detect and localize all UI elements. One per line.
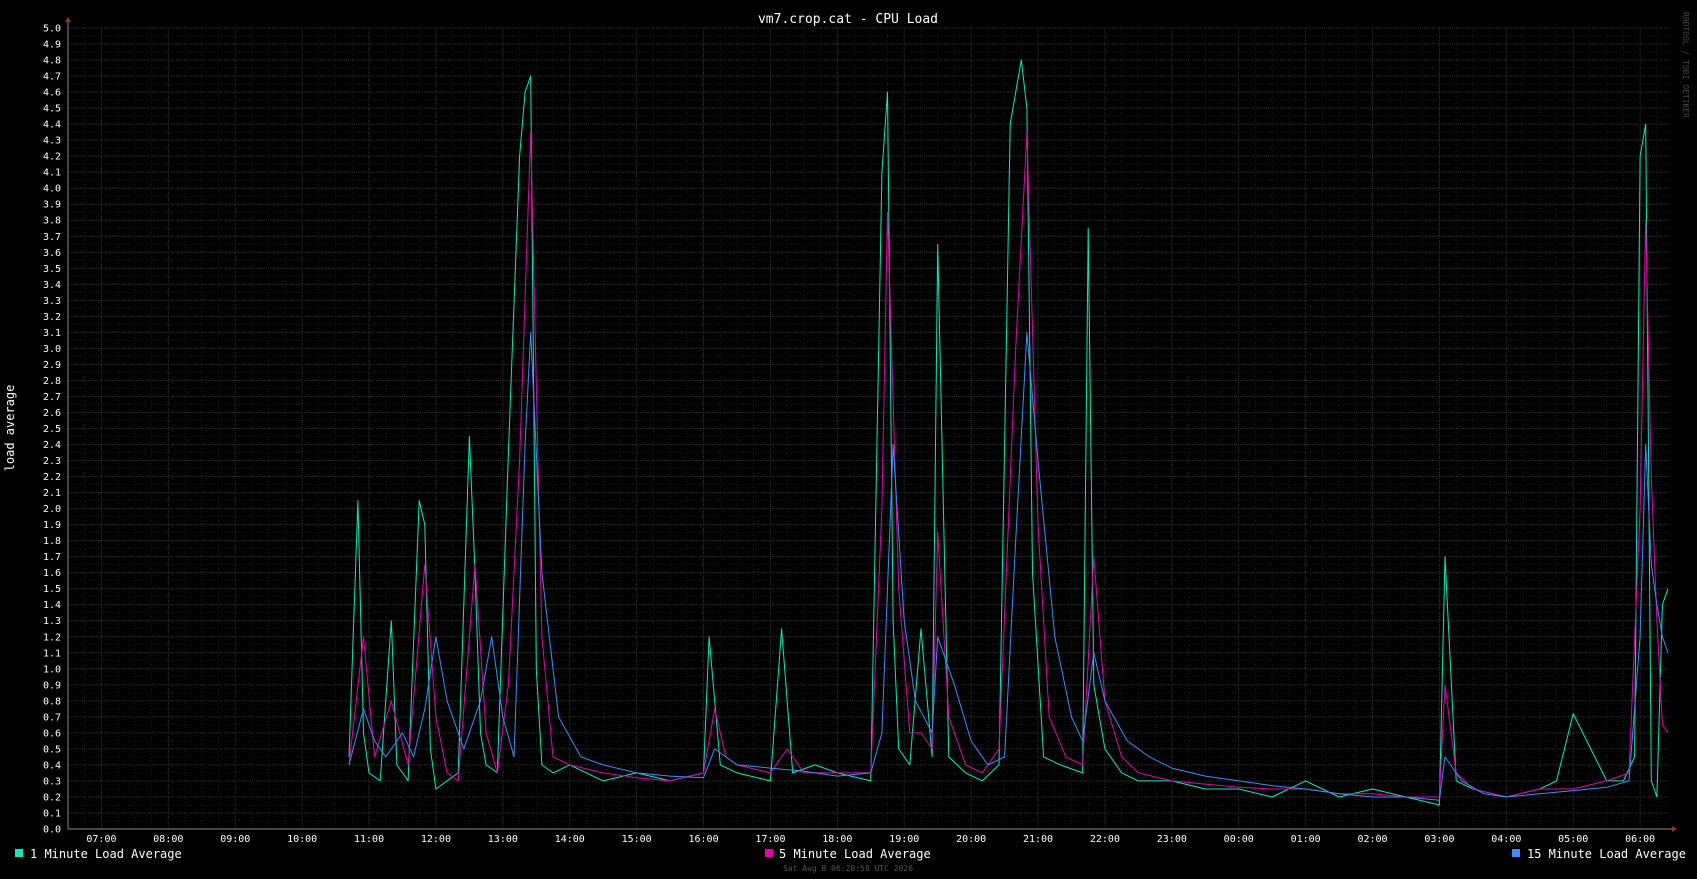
y-tick-label: 5.0 <box>43 24 61 35</box>
y-tick-label: 0.9 <box>43 680 61 691</box>
x-tick-label: 14:00 <box>555 834 585 845</box>
y-tick-label: 3.8 <box>43 216 61 227</box>
x-tick-label: 23:00 <box>1157 834 1187 845</box>
y-tick-label: 1.1 <box>43 648 61 659</box>
watermark: RRDTOOL / TOBI OETIKER <box>1681 12 1690 118</box>
x-tick-label: 08:00 <box>153 834 183 845</box>
y-tick-label: 1.0 <box>43 664 61 675</box>
y-tick-label: 2.4 <box>43 440 61 451</box>
x-tick-label: 22:00 <box>1090 834 1120 845</box>
y-tick-label: 1.5 <box>43 584 61 595</box>
y-tick-label: 1.2 <box>43 632 61 643</box>
y-tick-label: 0.6 <box>43 728 61 739</box>
y-tick-label: 2.1 <box>43 488 61 499</box>
y-tick-label: 4.6 <box>43 88 61 99</box>
legend-swatch-1min <box>15 849 23 857</box>
y-tick-label: 3.0 <box>43 344 61 355</box>
x-tick-label: 10:00 <box>287 834 317 845</box>
y-tick-label: 2.7 <box>43 392 61 403</box>
y-tick-label: 2.3 <box>43 456 61 467</box>
y-tick-label: 0.4 <box>43 760 61 771</box>
y-tick-label: 4.3 <box>43 136 61 147</box>
y-tick-label: 0.1 <box>43 808 61 819</box>
y-tick-label: 1.3 <box>43 616 61 627</box>
y-tick-label: 3.2 <box>43 312 61 323</box>
y-tick-label: 2.9 <box>43 360 61 371</box>
x-tick-label: 11:00 <box>354 834 384 845</box>
x-tick-label: 16:00 <box>688 834 718 845</box>
y-tick-label: 3.7 <box>43 232 61 243</box>
y-tick-label: 1.4 <box>43 600 61 611</box>
legend-label-1min: 1 Minute Load Average <box>30 847 182 861</box>
x-tick-label: 00:00 <box>1224 834 1254 845</box>
y-tick-label: 0.7 <box>43 712 61 723</box>
grid-major <box>68 27 1668 830</box>
y-tick-label: 1.6 <box>43 568 61 579</box>
y-tick-label: 2.2 <box>43 472 61 483</box>
y-tick-label: 4.1 <box>43 168 61 179</box>
y-tick-label: 4.0 <box>43 184 61 195</box>
x-tick-label: 12:00 <box>421 834 451 845</box>
y-tick-label: 4.2 <box>43 152 61 163</box>
y-tick-label: 4.8 <box>43 56 61 67</box>
y-tick-label: 1.8 <box>43 536 61 547</box>
y-tick-label: 2.0 <box>43 504 61 515</box>
y-tick-label: 3.5 <box>43 264 61 275</box>
x-tick-label: 02:00 <box>1357 834 1387 845</box>
series-layer <box>348 59 1669 806</box>
timestamp: Sat Aug 8 06:20:58 UTC 2026 <box>783 864 913 873</box>
y-tick-label: 3.9 <box>43 200 61 211</box>
y-tick-label: 4.7 <box>43 72 61 83</box>
x-tick-label: 07:00 <box>86 834 116 845</box>
y-tick-label: 3.1 <box>43 328 61 339</box>
y-tick-label: 2.6 <box>43 408 61 419</box>
legend-label-15min: 15 Minute Load Average <box>1527 847 1686 861</box>
y-tick-label: 0.2 <box>43 792 61 803</box>
x-tick-label: 19:00 <box>889 834 919 845</box>
x-tick-label: 21:00 <box>1023 834 1053 845</box>
legend-swatch-15min <box>1512 849 1520 857</box>
x-tick-label: 04:00 <box>1491 834 1521 845</box>
y-tick-label: 4.5 <box>43 104 61 115</box>
y-tick-label: 2.8 <box>43 376 61 387</box>
x-tick-label: 15:00 <box>622 834 652 845</box>
series-line-5-minute-load-average <box>348 131 1669 798</box>
x-tick-label: 05:00 <box>1558 834 1588 845</box>
x-axis-arrow <box>1672 826 1677 832</box>
x-tick-label: 18:00 <box>822 834 852 845</box>
x-tick-label: 06:00 <box>1625 834 1655 845</box>
y-tick-label: 1.9 <box>43 520 61 531</box>
y-tick-label: 1.7 <box>43 552 61 563</box>
y-tick-label: 0.3 <box>43 776 61 787</box>
y-tick-label: 0.0 <box>43 825 61 836</box>
x-tick-label: 17:00 <box>755 834 785 845</box>
y-axis-arrow <box>65 17 71 22</box>
y-tick-label: 4.9 <box>43 40 61 51</box>
y-tick-label: 0.8 <box>43 696 61 707</box>
x-tick-label: 03:00 <box>1424 834 1454 845</box>
x-tick-label: 13:00 <box>488 834 518 845</box>
y-tick-label: 2.5 <box>43 424 61 435</box>
y-axis-ticks: 0.0 0.1 0.2 0.3 0.4 0.5 0.6 0.7 0.8 0.9 1.0 1.1 1.2 1… <box>43 24 61 836</box>
series-line-15-minute-load-average <box>348 331 1669 801</box>
legend-swatch-5min <box>765 849 773 857</box>
x-tick-label: 20:00 <box>956 834 986 845</box>
y-tick-label: 3.3 <box>43 296 61 307</box>
y-axis-label: load average <box>3 385 17 472</box>
x-axis-ticks: 07:00 08:00 09:00 10:00 11:00 12:00 13:00 14:00… <box>86 834 1655 845</box>
chart-title: vm7.crop.cat - CPU Load <box>758 12 938 27</box>
y-tick-label: 4.4 <box>43 120 61 131</box>
y-tick-label: 0.5 <box>43 744 61 755</box>
x-tick-label: 09:00 <box>220 834 250 845</box>
series-line-1-minute-load-average <box>348 59 1669 806</box>
x-tick-label: 01:00 <box>1291 834 1321 845</box>
y-tick-label: 3.4 <box>43 280 61 291</box>
y-tick-label: 3.6 <box>43 248 61 259</box>
legend-label-5min: 5 Minute Load Average <box>779 847 931 861</box>
